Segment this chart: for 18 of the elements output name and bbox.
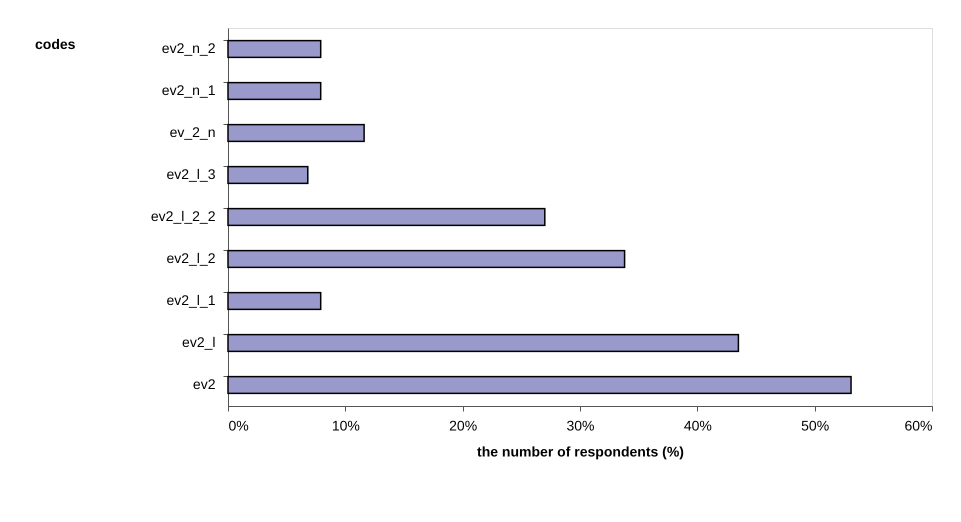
x-tick-label: 30% <box>566 418 595 434</box>
x-axis-title: the number of respondents (%) <box>477 444 684 460</box>
x-tick-label: 10% <box>332 418 360 434</box>
x-tick-label: 60% <box>904 418 932 434</box>
x-tick-label: 50% <box>801 418 830 434</box>
y-tick-label: ev2_l <box>182 334 216 350</box>
text: codes <box>35 36 76 52</box>
y-tick-label: ev2_n_1 <box>162 82 216 98</box>
y-tick-label: ev2_l_2_2 <box>150 208 216 224</box>
y-tick-label: ev2_l_1 <box>166 292 216 308</box>
y-tick-label: ev2_l_2 <box>166 250 216 266</box>
y-tick-label: ev2_n_2 <box>162 40 216 56</box>
y-tick-label: ev2_l_3 <box>166 166 216 182</box>
y-tick-label: ev_2_n <box>170 124 216 140</box>
x-tick-label: 0% <box>228 418 249 434</box>
x-tick-label: 20% <box>449 418 478 434</box>
y-tick-label: ev2 <box>192 376 216 392</box>
x-tick-label: 40% <box>684 418 712 434</box>
